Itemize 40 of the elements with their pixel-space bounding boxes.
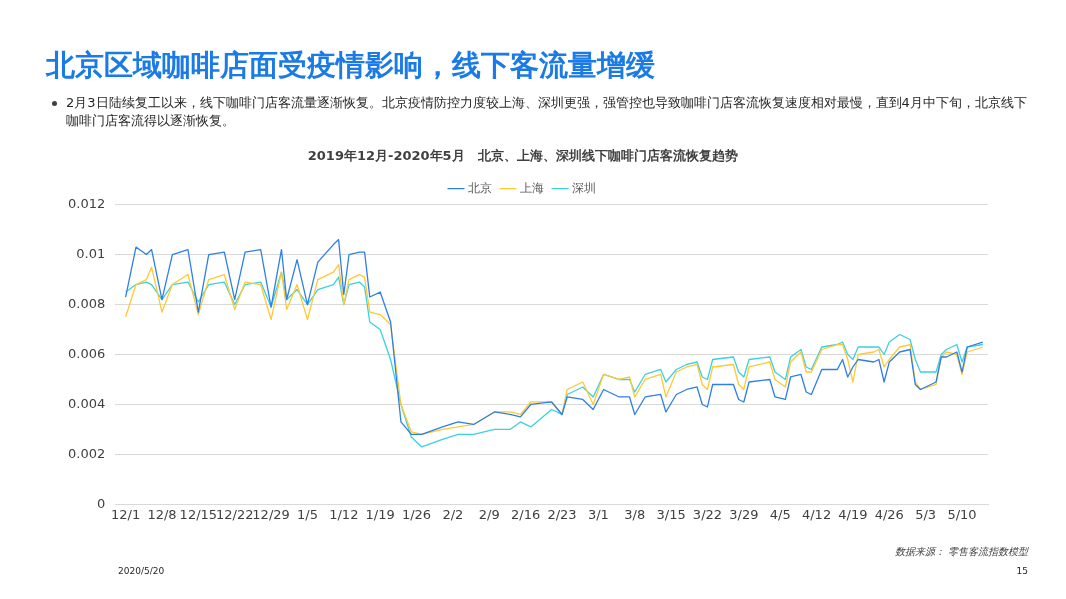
y-tick-label: 0.012 — [68, 195, 106, 211]
y-tick-label: 0.008 — [68, 295, 106, 311]
x-tick-label: 5/10 — [947, 506, 977, 522]
x-tick-label: 4/5 — [769, 506, 791, 522]
y-tick-label: 0.004 — [68, 395, 106, 411]
x-tick-label: 3/22 — [692, 506, 723, 522]
y-tick-label: 0.006 — [68, 345, 106, 361]
x-tick-label: 2/9 — [478, 506, 500, 522]
y-tick-label: 0.002 — [68, 445, 106, 461]
x-tick-label: 2/2 — [442, 506, 464, 522]
x-tick-label: 2/16 — [511, 506, 541, 522]
x-tick-label: 4/26 — [874, 506, 904, 522]
x-tick-label: 1/5 — [296, 506, 318, 522]
source-note: 数据来源： 零售客流指数模型 — [894, 545, 1028, 559]
x-tick-label: 3/29 — [729, 506, 759, 522]
text: 15 — [1016, 566, 1028, 576]
x-tick-label: 4/12 — [801, 506, 832, 522]
legend-label: 北京 — [468, 180, 492, 195]
x-tick-label: 3/8 — [624, 506, 646, 522]
x-tick-label: 12/22 — [215, 506, 254, 522]
x-tick-label: 12/29 — [252, 506, 290, 522]
text: 2月3日陆续复工以来，线下咖啡门店客流量逐渐恢复。北京疫情防控力度较上海、深圳更强，强管控也导致咖啡门店客流恢复速度相对最慢，直到4月中下旬，北京线下咖啡门店客流得以逐渐恢复。 — [66, 94, 1028, 130]
text: 北京区域咖啡店面受疫情影响，线下客流量增缓 — [46, 47, 655, 84]
x-tick-label: 12/15 — [179, 506, 218, 522]
x-tick-label: 12/8 — [147, 506, 177, 522]
legend-label: 深圳 — [572, 180, 596, 195]
x-tick-label: 4/19 — [838, 506, 868, 522]
x-tick-label: 1/26 — [401, 506, 432, 522]
x-tick-label: 1/19 — [365, 506, 395, 522]
x-tick-label: 1/12 — [329, 506, 359, 522]
y-tick-label: 0.01 — [76, 245, 106, 261]
x-tick-label: 2/23 — [547, 506, 577, 522]
y-tick-label: 0 — [96, 495, 106, 511]
legend-label: 上海 — [520, 180, 544, 195]
x-tick-label: 12/1 — [111, 506, 141, 522]
x-tick-label: 3/1 — [587, 506, 609, 522]
x-tick-label: 5/3 — [915, 506, 937, 522]
text: 2020/5/20 — [118, 566, 165, 576]
x-tick-label: 3/15 — [656, 506, 686, 522]
chart-title: 2019年12月-2020年5月 北京、上海、深圳线下咖啡门店客流恢复趋势 — [307, 148, 739, 164]
